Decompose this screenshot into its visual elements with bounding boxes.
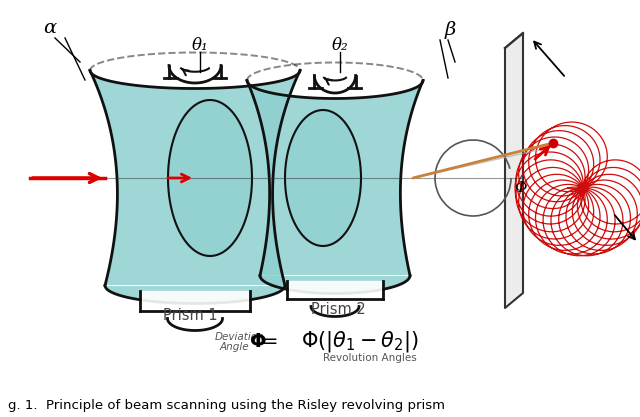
Text: $\Phi(|\theta_1 - \theta_2|)$: $\Phi(|\theta_1 - \theta_2|)$ <box>301 329 419 354</box>
Text: Angle: Angle <box>220 342 250 352</box>
Text: Revolution Angles: Revolution Angles <box>323 353 417 363</box>
Polygon shape <box>247 80 423 294</box>
Text: β: β <box>444 21 456 39</box>
Text: Prism 2: Prism 2 <box>310 302 365 317</box>
Text: g. 1.  Principle of beam scanning using the Risley revolving prism: g. 1. Principle of beam scanning using t… <box>8 399 445 412</box>
Text: θ₂: θ₂ <box>332 37 348 53</box>
Text: θ₁: θ₁ <box>192 37 208 53</box>
Text: Prism 1: Prism 1 <box>163 307 218 322</box>
Polygon shape <box>90 70 300 304</box>
Text: Φ: Φ <box>514 181 527 195</box>
Text: Deviation: Deviation <box>215 332 265 342</box>
Text: =: = <box>262 332 278 352</box>
Polygon shape <box>285 110 361 246</box>
Text: α: α <box>44 19 56 37</box>
Polygon shape <box>168 100 252 256</box>
Polygon shape <box>505 33 523 308</box>
Text: $\mathbf{\Phi}$: $\mathbf{\Phi}$ <box>249 333 267 351</box>
